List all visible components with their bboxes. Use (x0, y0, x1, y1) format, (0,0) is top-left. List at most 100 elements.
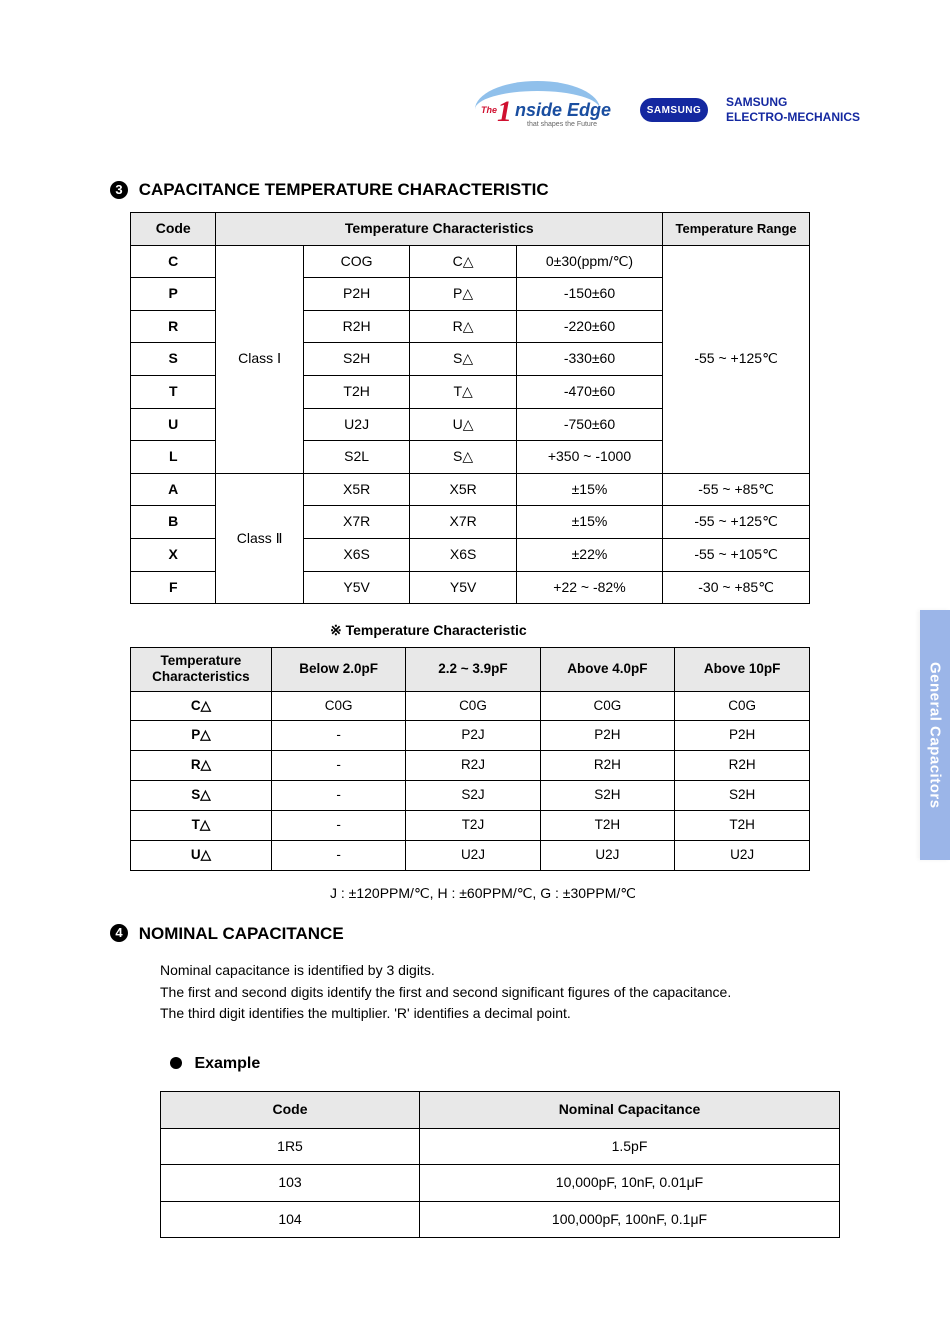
th-code3: Code (161, 1091, 420, 1128)
cell: - (271, 811, 406, 841)
cell: C0G (675, 691, 810, 721)
cell: - (271, 840, 406, 870)
cell: 0±30(ppm/℃) (516, 245, 662, 278)
th-above4: Above 4.0pF (540, 648, 675, 691)
cell: - (271, 721, 406, 751)
cell-code: S (131, 343, 216, 376)
cell: -220±60 (516, 310, 662, 343)
cell: 1.5pF (420, 1128, 840, 1165)
cell: 1R5 (161, 1128, 420, 1165)
temp-char-subcaption: ※ Temperature Characteristic (330, 622, 860, 639)
table-row: 1R5 1.5pF (161, 1128, 840, 1165)
side-tab: General Capacitors (920, 610, 950, 860)
cell: S△ (410, 343, 516, 376)
cell-code: U (131, 408, 216, 441)
bullet-4-icon: 4 (110, 924, 128, 942)
cell: X6S (303, 538, 410, 571)
cell: X7R (303, 506, 410, 539)
table-row: P△ - P2J P2H P2H (131, 721, 810, 751)
cell: Y5V (410, 571, 516, 604)
nominal-cap-table: Code Nominal Capacitance 1R5 1.5pF 103 1… (160, 1091, 840, 1238)
cell: C0G (540, 691, 675, 721)
bullet-dot-icon (170, 1057, 182, 1069)
th-range: Temperature Range (663, 213, 810, 246)
datasheet-page: The 1 nside Edge that shapes the Future … (0, 0, 950, 1344)
cell: +22 ~ -82% (516, 571, 662, 604)
cell: X5R (303, 473, 410, 506)
cell: R2H (675, 751, 810, 781)
cell-code: R (131, 310, 216, 343)
cell-class1: Class Ⅰ (216, 245, 303, 473)
cell: Y5V (303, 571, 410, 604)
cell-range: -55 ~ +125℃ (663, 506, 810, 539)
th-below: Below 2.0pF (271, 648, 406, 691)
cell: -750±60 (516, 408, 662, 441)
cell: -470±60 (516, 375, 662, 408)
samsung-oval-logo: SAMSUNG (640, 98, 708, 122)
cell: C△ (410, 245, 516, 278)
ppm-footnote: J : ±120PPM/℃, H : ±60PPM/℃, G : ±30PPM/… (330, 885, 860, 902)
cell: R△ (410, 310, 516, 343)
table-row: 104 100,000pF, 100nF, 0.1μF (161, 1201, 840, 1238)
section-4-body: Nominal capacitance is identified by 3 d… (160, 960, 860, 1025)
cell-range: -55 ~ +85℃ (663, 473, 810, 506)
cell-code: R△ (131, 751, 272, 781)
cell-code: P△ (131, 721, 272, 751)
cell-range: -55 ~ +105℃ (663, 538, 810, 571)
cell: T2H (540, 811, 675, 841)
cell: P2H (675, 721, 810, 751)
inside-edge-logo: The 1 nside Edge that shapes the Future (477, 85, 622, 135)
example-heading: Example (170, 1055, 860, 1073)
cell-code: L (131, 441, 216, 474)
cell: ±15% (516, 506, 662, 539)
cell: ±15% (516, 473, 662, 506)
cell: +350 ~ -1000 (516, 441, 662, 474)
cell: 10,000pF, 10nF, 0.01μF (420, 1165, 840, 1202)
th-code: Code (131, 213, 216, 246)
cell: S2J (406, 781, 540, 811)
cell-code: C (131, 245, 216, 278)
temp-char-table: Code Temperature Characteristics Tempera… (130, 212, 810, 604)
logo-tagline: that shapes the Future (527, 121, 597, 128)
cell-code: B (131, 506, 216, 539)
section-3-title: 3 CAPACITANCE TEMPERATURE CHARACTERISTIC (110, 180, 860, 200)
cell: P2J (406, 721, 540, 751)
table-row: 103 10,000pF, 10nF, 0.01μF (161, 1165, 840, 1202)
section-4-title: 4 NOMINAL CAPACITANCE (110, 924, 860, 944)
samsung-em-logo: SAMSUNG ELECTRO-MECHANICS (726, 95, 860, 125)
cell: P2H (303, 278, 410, 311)
temp-char-detail-table: Temperature Characteristics Below 2.0pF … (130, 647, 810, 871)
cell: 104 (161, 1201, 420, 1238)
table-row: R△ - R2J R2H R2H (131, 751, 810, 781)
cell: R2J (406, 751, 540, 781)
body-line: The third digit identifies the multiplie… (160, 1003, 860, 1025)
cell: U2J (540, 840, 675, 870)
cell: S△ (410, 441, 516, 474)
cell: R2H (540, 751, 675, 781)
sem-line2: ELECTRO-MECHANICS (726, 110, 860, 125)
th-mid: 2.2 ~ 3.9pF (406, 648, 540, 691)
body-line: The first and second digits identify the… (160, 982, 860, 1004)
cell: -330±60 (516, 343, 662, 376)
table-row: U△ - U2J U2J U2J (131, 840, 810, 870)
cell: U2J (675, 840, 810, 870)
cell: S2H (540, 781, 675, 811)
cell: T2H (675, 811, 810, 841)
cell: ±22% (516, 538, 662, 571)
cell: - (271, 781, 406, 811)
cell-range: -30 ~ +85℃ (663, 571, 810, 604)
table-row: C△ C0G C0G C0G C0G (131, 691, 810, 721)
cell-code: F (131, 571, 216, 604)
cell: 103 (161, 1165, 420, 1202)
cell: X5R (410, 473, 516, 506)
sem-line1: SAMSUNG (726, 95, 860, 110)
cell-code: S△ (131, 781, 272, 811)
cell-code: T△ (131, 811, 272, 841)
cell: U△ (410, 408, 516, 441)
cell: S2L (303, 441, 410, 474)
cell: X6S (410, 538, 516, 571)
bullet-3-icon: 3 (110, 181, 128, 199)
cell-code: X (131, 538, 216, 571)
cell: X7R (410, 506, 516, 539)
cell: -150±60 (516, 278, 662, 311)
